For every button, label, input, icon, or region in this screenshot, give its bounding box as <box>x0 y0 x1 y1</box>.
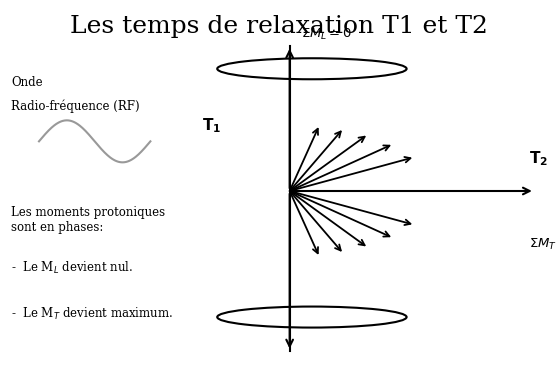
Text: $\Sigma M_L = 0$: $\Sigma M_L = 0$ <box>301 27 352 42</box>
Text: Onde: Onde <box>11 76 43 89</box>
Text: -  Le M$_L$ devient nul.: - Le M$_L$ devient nul. <box>11 260 133 276</box>
Text: $\mathbf{T_2}$: $\mathbf{T_2}$ <box>529 149 548 168</box>
Text: Radio-fréquence (RF): Radio-fréquence (RF) <box>11 99 140 113</box>
Text: $\mathbf{T_1}$: $\mathbf{T_1}$ <box>202 117 221 135</box>
Text: -  Le M$_T$ devient maximum.: - Le M$_T$ devient maximum. <box>11 306 173 322</box>
Text: $\Sigma M_T \neq 0$: $\Sigma M_T \neq 0$ <box>529 237 557 252</box>
Text: Les temps de relaxation T1 et T2: Les temps de relaxation T1 et T2 <box>70 15 487 38</box>
Text: Les moments protoniques
sont en phases:: Les moments protoniques sont en phases: <box>11 206 165 234</box>
